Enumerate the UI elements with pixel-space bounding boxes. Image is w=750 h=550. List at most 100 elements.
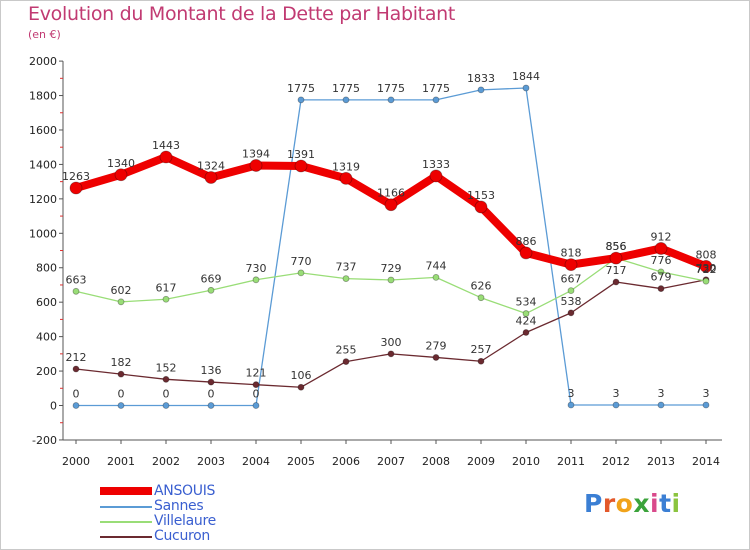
data-label: 856 [606, 240, 627, 253]
data-point [252, 276, 260, 284]
legend-swatch [100, 487, 152, 495]
y-tick-label: 200 [36, 365, 57, 378]
x-tick-label: 2002 [152, 455, 180, 468]
data-label: 1319 [332, 160, 360, 173]
legend-item-sannes: Sannes [100, 499, 320, 514]
legend-label: Villelaure [154, 513, 216, 529]
data-point [72, 287, 80, 295]
data-label: 729 [381, 262, 402, 275]
data-point [522, 84, 530, 92]
data-point [249, 159, 263, 172]
data-point [567, 309, 575, 317]
data-point [474, 200, 488, 214]
y-tick-label: 1800 [29, 90, 57, 103]
data-label: 424 [516, 314, 537, 327]
logo-letter: i [650, 489, 660, 518]
data-label: 1833 [467, 72, 495, 85]
y-tick-label: 1400 [29, 158, 57, 171]
x-tick-label: 2010 [512, 455, 540, 468]
data-label: 737 [336, 261, 357, 274]
data-point [72, 402, 80, 409]
data-label: 152 [156, 361, 177, 374]
data-point [339, 171, 353, 185]
legend-swatch [100, 521, 152, 523]
data-point [702, 401, 710, 409]
data-point [522, 310, 530, 317]
data-point [564, 258, 578, 272]
legend: ANSOUIS Sannes Villelaure Cucuron [100, 484, 320, 544]
data-label: 1391 [287, 148, 315, 161]
legend-item-villelaure: Villelaure [100, 514, 320, 529]
y-tick-label: -200 [32, 434, 57, 447]
logo-letter: i [671, 489, 681, 518]
y-tick-label: 800 [36, 262, 57, 275]
logo-letter: o [615, 489, 634, 518]
legend-swatch [100, 536, 152, 538]
data-point [654, 242, 668, 255]
x-tick-label: 2000 [62, 455, 90, 468]
data-label: 730 [696, 262, 717, 275]
data-label: 1775 [422, 82, 450, 95]
data-point [252, 381, 260, 389]
chart-subtitle: (en €) [28, 28, 61, 41]
data-label: 818 [561, 247, 582, 260]
data-label: 182 [111, 356, 132, 369]
legend-item-ansouis: ANSOUIS [100, 484, 320, 499]
data-label: 121 [246, 367, 267, 380]
x-tick-label: 2011 [557, 455, 585, 468]
data-point [294, 159, 308, 173]
data-point [477, 357, 485, 365]
legend-item-cucuron: Cucuron [100, 529, 320, 544]
data-point [72, 365, 80, 373]
x-tick-label: 2005 [287, 455, 315, 468]
data-point [297, 269, 305, 277]
data-point [567, 287, 575, 295]
data-label: 730 [246, 262, 267, 275]
x-tick-label: 2014 [692, 455, 720, 468]
data-label: 1166 [377, 187, 405, 200]
data-label: 3 [703, 387, 710, 400]
y-tick-label: 0 [50, 400, 57, 413]
data-point [657, 268, 665, 276]
x-tick-label: 2003 [197, 455, 225, 468]
data-point [702, 277, 710, 285]
data-label: 669 [201, 272, 222, 285]
data-label: 776 [651, 254, 672, 267]
legend-label: Cucuron [154, 528, 211, 544]
data-label: 602 [111, 284, 132, 297]
data-label: 679 [651, 271, 672, 284]
data-point [519, 246, 533, 260]
data-label: 717 [606, 264, 627, 277]
y-tick-label: 400 [36, 331, 57, 344]
data-point [117, 370, 125, 378]
data-label: 1324 [197, 160, 225, 173]
logo-letter: P [584, 489, 603, 518]
x-tick-label: 2006 [332, 455, 360, 468]
y-tick-label: 600 [36, 296, 57, 309]
data-point [162, 402, 170, 409]
data-label: 0 [118, 388, 125, 401]
data-label: 808 [696, 248, 717, 261]
data-label: 722 [696, 263, 717, 276]
data-point [297, 383, 305, 391]
logo-letter: r [602, 489, 616, 518]
data-point [432, 354, 440, 361]
x-tick-label: 2012 [602, 455, 630, 468]
data-point [252, 402, 260, 409]
x-tick-label: 2007 [377, 455, 405, 468]
data-label: 1443 [152, 139, 180, 152]
data-point [612, 278, 620, 286]
data-label: 0 [208, 388, 215, 401]
data-point [297, 96, 305, 104]
data-point [342, 358, 350, 365]
data-label: 744 [426, 259, 447, 272]
data-label: 1333 [422, 158, 450, 171]
data-point [159, 150, 173, 164]
data-label: 3 [613, 387, 620, 400]
data-label: 1844 [512, 70, 540, 83]
data-point [657, 401, 665, 409]
data-label: 3 [568, 387, 575, 400]
data-point [657, 285, 665, 292]
